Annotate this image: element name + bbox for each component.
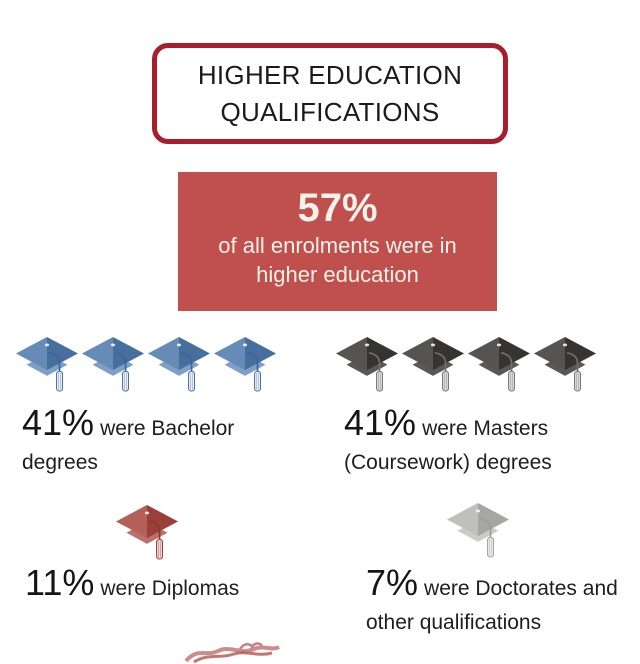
graduation-cap-icon [467,336,531,392]
highlight-line-1: of all enrolments were in [218,233,457,258]
graduation-cap-icon [115,504,179,560]
graduation-cap-icon [81,336,145,392]
graduation-cap-icon [446,502,510,558]
title-line-1: HIGHER EDUCATION [197,59,463,90]
cap-row-masters [334,334,598,402]
stat-doctorates-label: were Doctorates and other qualifications [366,577,618,634]
cap-row-doctorates [445,500,511,568]
stat-diplomas-percent: 11% [25,562,95,603]
stat-bachelor-label: were Bachelor degrees [22,417,235,474]
highlight-percent: 57% [297,186,378,230]
stat-bachelor-text: 41% were Bachelor degrees [22,405,272,480]
graduation-cap-icon [15,336,79,392]
stat-diplomas-text: 11% were Diplomas [25,565,345,606]
stat-masters-percent: 41% [344,402,417,443]
highlight-box: 57% of all enrolments were in higher edu… [178,172,497,311]
stat-doctorates-text: 7% were Doctorates and other qualificatio… [366,565,634,640]
stat-masters-label: were Masters (Coursework) degrees [344,417,552,474]
title-line-2: QUALIFICATIONS [220,96,440,127]
graduation-cap-icon [401,336,465,392]
stat-diplomas-label: were Diplomas [100,577,240,600]
graduation-cap-icon [213,336,277,392]
title-box: HIGHER EDUCATION QUALIFICATIONS [152,43,508,144]
stat-masters-text: 41% were Masters (Coursework) degrees [344,405,622,480]
highlight-line-2: higher education [256,262,419,287]
graduation-cap-icon [147,336,211,392]
cap-row-bachelor [14,334,278,402]
graduation-cap-icon [533,336,597,392]
stat-bachelor-percent: 41% [22,402,95,443]
stat-doctorates-percent: 7% [366,562,419,603]
red-scribble-icon [184,642,280,664]
cap-row-diplomas [114,502,180,570]
cutoff-decoration [180,637,284,664]
graduation-cap-icon [335,336,399,392]
